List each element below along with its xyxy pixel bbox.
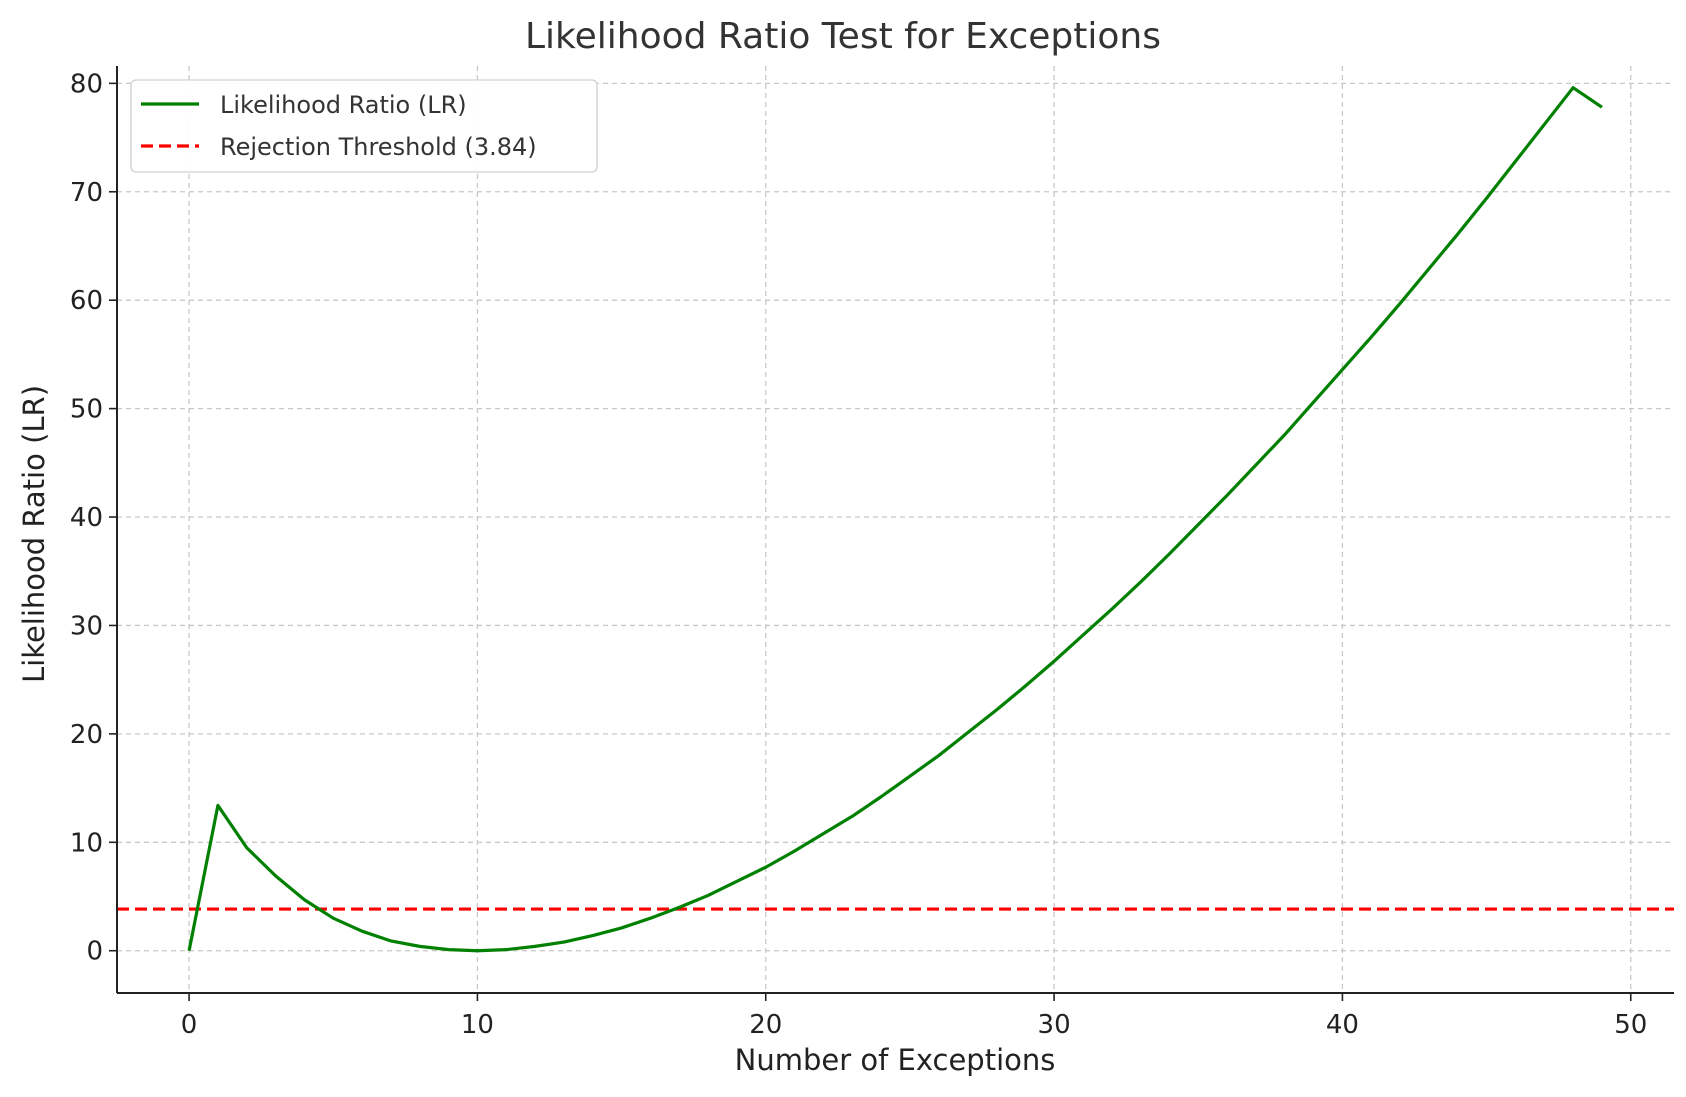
x-tick-label: 30 <box>1038 1010 1071 1040</box>
axes <box>116 66 1674 994</box>
series-layer <box>117 86 1674 953</box>
legend-box <box>130 79 598 173</box>
y-tick-label: 50 <box>70 395 103 425</box>
x-tick-label: 40 <box>1326 1010 1359 1040</box>
y-tick-label: 10 <box>70 828 103 858</box>
ticks: 0 10 20 30 40 50 0 10 20 30 40 50 60 70 80 <box>70 69 1647 1040</box>
y-tick-label: 60 <box>70 286 103 316</box>
y-tick-label: 80 <box>70 69 103 99</box>
x-axis-title: Number of Exceptions <box>735 1043 1056 1077</box>
chart-title: Likelihood Ratio Test for Exceptions <box>525 16 1161 57</box>
x-tick-label: 20 <box>749 1010 782 1040</box>
legend-lr-label: Likelihood Ratio (LR) <box>220 91 467 119</box>
legend: Likelihood Ratio (LR) Rejection Threshol… <box>130 79 598 173</box>
y-tick-label: 0 <box>86 937 103 967</box>
lr-series-line <box>187 86 1603 953</box>
legend-threshold-label: Rejection Threshold (3.84) <box>220 133 537 161</box>
x-tick-label: 10 <box>461 1010 494 1040</box>
y-axis-title: Likelihood Ratio (LR) <box>17 385 51 683</box>
y-tick-label: 70 <box>70 178 103 208</box>
y-tick-label: 30 <box>70 611 103 641</box>
grid <box>117 66 1674 993</box>
x-tick-label: 50 <box>1614 1010 1647 1040</box>
y-tick-label: 20 <box>70 720 103 750</box>
x-tick-label: 0 <box>181 1010 198 1040</box>
y-tick-label: 40 <box>70 503 103 533</box>
